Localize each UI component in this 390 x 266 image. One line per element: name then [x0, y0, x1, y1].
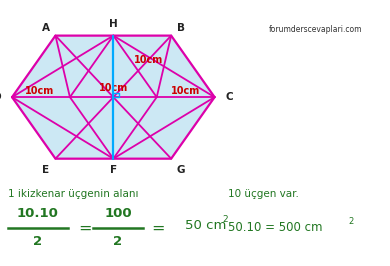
- Polygon shape: [12, 36, 214, 159]
- Text: 10cm: 10cm: [134, 55, 163, 65]
- Text: 50.10 = 500 cm: 50.10 = 500 cm: [228, 222, 323, 234]
- Text: =: =: [78, 221, 92, 235]
- Text: 2: 2: [113, 235, 122, 248]
- Text: D: D: [0, 92, 2, 102]
- Text: A: A: [42, 23, 50, 32]
- Text: 10cm: 10cm: [171, 86, 200, 96]
- Text: G: G: [177, 165, 185, 175]
- Text: E: E: [42, 165, 50, 175]
- Text: 10 üçgen var.: 10 üçgen var.: [228, 189, 299, 199]
- Text: 10cm: 10cm: [99, 83, 128, 93]
- Text: 10cm: 10cm: [25, 86, 55, 96]
- Text: 100: 100: [104, 207, 132, 221]
- Text: 50 cm: 50 cm: [185, 219, 226, 232]
- Text: H: H: [109, 19, 118, 29]
- Text: 10.10: 10.10: [17, 207, 59, 221]
- Text: F: F: [110, 165, 117, 175]
- Text: forumderscevaplari.com: forumderscevaplari.com: [269, 25, 363, 34]
- Text: =: =: [151, 221, 165, 235]
- Text: C: C: [225, 92, 233, 102]
- Text: 1 ikizkenar üçgenin alanı: 1 ikizkenar üçgenin alanı: [8, 189, 138, 199]
- Text: 2: 2: [348, 217, 353, 226]
- Text: B: B: [177, 23, 185, 32]
- Text: 2: 2: [222, 215, 228, 225]
- Text: 2: 2: [34, 235, 43, 248]
